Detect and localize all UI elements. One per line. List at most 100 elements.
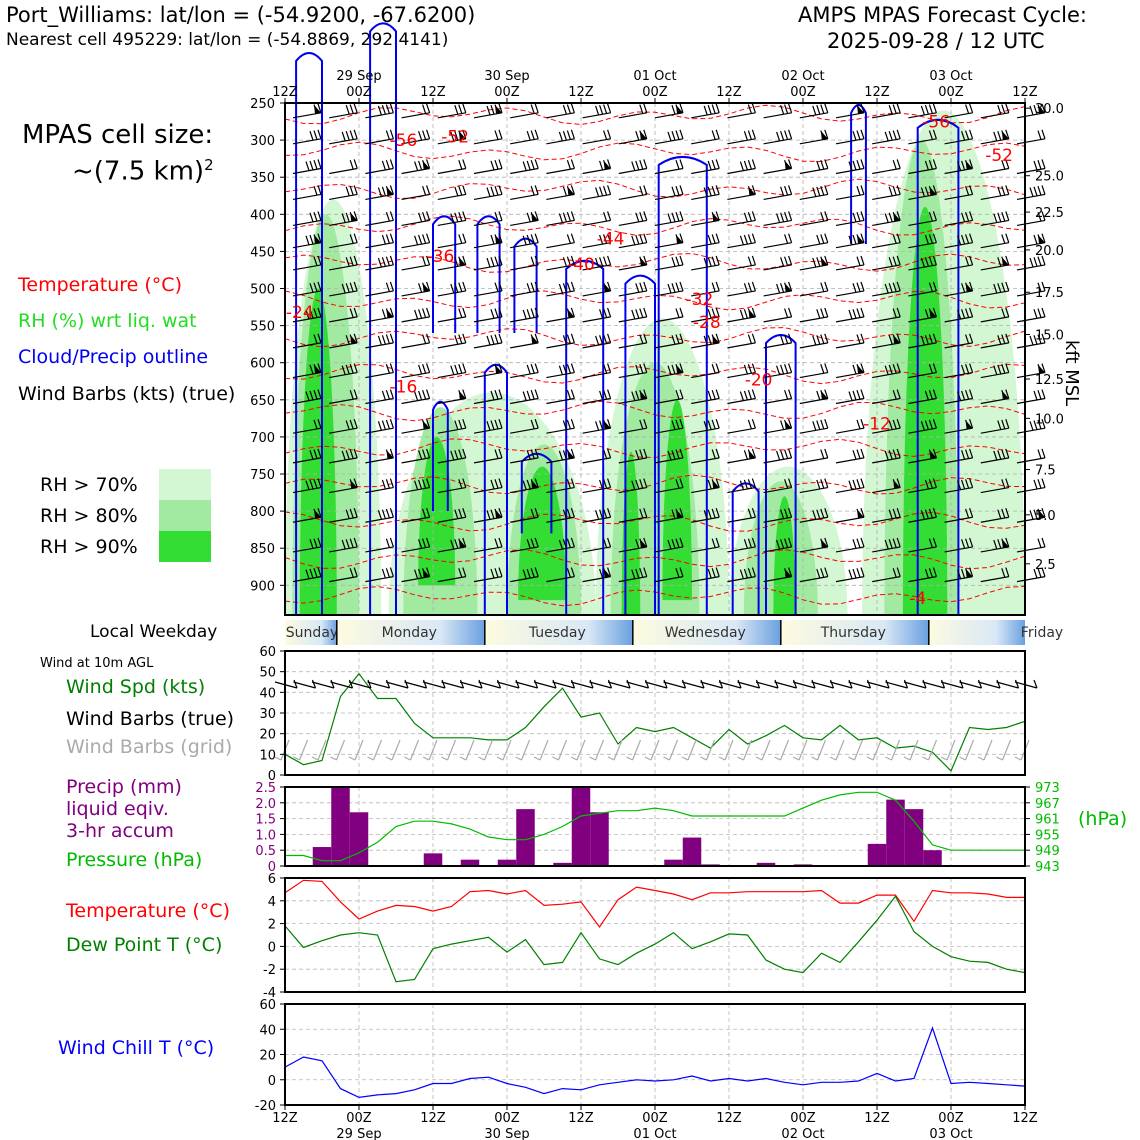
wind-barb-flag bbox=[566, 282, 571, 292]
wind-barb-flag bbox=[426, 185, 431, 195]
wind-barb-flag bbox=[1037, 538, 1042, 548]
wind-barb-staff bbox=[510, 193, 539, 201]
grid-wind-barb-flag bbox=[459, 756, 467, 761]
wind-barb-pennant bbox=[639, 390, 647, 400]
wind-barb-staff bbox=[582, 457, 611, 464]
y-tick-label: 40 bbox=[259, 1023, 276, 1038]
wind-barb-flag bbox=[643, 233, 648, 243]
grid-wind-barb-staff bbox=[650, 739, 660, 761]
wind-barb-flag bbox=[969, 478, 974, 488]
wind-barb bbox=[582, 478, 612, 494]
grid-wind-barb bbox=[607, 739, 623, 761]
wind-barb-flag bbox=[888, 420, 893, 430]
wind-barb-staff bbox=[872, 219, 901, 227]
wind-barb bbox=[292, 233, 322, 249]
wind-barb bbox=[799, 255, 829, 271]
wind-barb-staff bbox=[582, 516, 611, 523]
wind-barb-staff bbox=[1016, 516, 1046, 523]
wind-barb-flag bbox=[490, 509, 495, 519]
wind-barb-flag bbox=[928, 234, 933, 244]
wind-barb-pennant bbox=[820, 538, 828, 548]
wind-barb-staff bbox=[944, 264, 973, 271]
wind-barb-flag bbox=[462, 567, 467, 577]
wind-barb-flag bbox=[595, 335, 600, 346]
wind-barb-flag bbox=[498, 478, 503, 488]
wind-barb-staff bbox=[546, 316, 575, 323]
wind-barb-flag bbox=[824, 537, 829, 548]
wind-barb-flag bbox=[707, 234, 712, 245]
wind-barb-staff bbox=[727, 219, 756, 227]
wind-barb-staff bbox=[292, 371, 322, 379]
wind-barb-staff bbox=[691, 219, 720, 227]
wind-barb-flag bbox=[566, 256, 571, 266]
wind-barb-flag bbox=[884, 365, 889, 375]
wind-barb bbox=[908, 448, 937, 464]
wind-barb-flag bbox=[1005, 567, 1010, 577]
grid-wind-barb-flag bbox=[903, 756, 911, 761]
wind-barb-staff bbox=[908, 486, 937, 494]
wind-barb-staff bbox=[329, 397, 358, 405]
wind-barb-flag bbox=[317, 281, 322, 292]
wind-barb-staff bbox=[872, 167, 901, 175]
wind-barb-flag bbox=[534, 233, 539, 243]
wind-barb-flag bbox=[711, 282, 716, 292]
grid-wind-barb-staff bbox=[853, 739, 864, 761]
wind-barb-flag bbox=[816, 234, 821, 245]
pressure-tick-label: 961 bbox=[1035, 813, 1060, 828]
wind-barb bbox=[510, 233, 539, 249]
wind-barb-pennant bbox=[893, 334, 901, 344]
wind-barb bbox=[582, 211, 612, 227]
wind-barb bbox=[582, 448, 612, 464]
wind-barb bbox=[401, 255, 431, 271]
wind-barb bbox=[835, 478, 865, 494]
wind-barb-staff bbox=[799, 112, 828, 119]
surface-wind-barb-flag bbox=[626, 679, 631, 689]
wind-barb-staff bbox=[835, 427, 865, 434]
wind-barb-flag bbox=[780, 131, 785, 141]
wind-barb-staff bbox=[365, 486, 394, 494]
grid-wind-barb bbox=[866, 739, 882, 761]
wind-barb bbox=[365, 419, 394, 434]
wind-barb-flag bbox=[969, 185, 974, 195]
wind-barb-staff bbox=[763, 576, 792, 583]
wind-barb-flag bbox=[679, 281, 684, 292]
surface-wind-barb bbox=[330, 679, 354, 689]
wind-barb-flag bbox=[824, 281, 829, 292]
wind-barb-flag bbox=[385, 334, 390, 344]
wind-barb bbox=[546, 307, 575, 323]
time-tick-label-top: 12Z bbox=[716, 85, 742, 100]
wind-barb-staff bbox=[727, 486, 756, 494]
wind-barb-flag bbox=[856, 185, 861, 196]
wind-barb-flag bbox=[607, 363, 612, 373]
wind-barb-staff bbox=[980, 167, 1009, 175]
wind-barb-flag bbox=[1029, 187, 1034, 197]
wind-barb-staff bbox=[582, 167, 611, 175]
wind-barb-flag bbox=[788, 103, 793, 114]
precip-bar bbox=[664, 859, 683, 866]
wind-barb-flag bbox=[426, 419, 431, 429]
wind-barb-flag bbox=[707, 105, 712, 115]
wind-barb bbox=[329, 537, 358, 553]
wind-barb-flag bbox=[498, 363, 503, 373]
wind-barb bbox=[654, 211, 684, 227]
y-tick-label: 2.5 bbox=[255, 781, 276, 796]
wind-barb bbox=[872, 211, 901, 227]
surface-wind-barb-staff bbox=[885, 681, 908, 689]
wind-barb bbox=[980, 159, 1010, 175]
wind-barb bbox=[437, 448, 467, 464]
wind-barb-flag bbox=[639, 211, 644, 222]
wind-barb-flag bbox=[715, 567, 720, 577]
wind-barb-flag bbox=[957, 161, 962, 171]
wind-barb bbox=[546, 363, 575, 379]
wind-barb-staff bbox=[329, 264, 358, 271]
wind-barb-flag bbox=[313, 390, 318, 400]
wind-barb-staff bbox=[944, 546, 973, 553]
wind-barb-flag bbox=[856, 449, 861, 459]
wind-barb bbox=[980, 211, 1010, 227]
wind-barb-flag bbox=[812, 257, 817, 268]
surface-wind-barb-staff bbox=[293, 681, 316, 689]
surface-wind-barb-staff bbox=[829, 681, 853, 689]
wind-barb-flag bbox=[385, 256, 390, 266]
wind-barb-flag bbox=[454, 105, 459, 115]
wind-barb-staff bbox=[329, 576, 358, 583]
